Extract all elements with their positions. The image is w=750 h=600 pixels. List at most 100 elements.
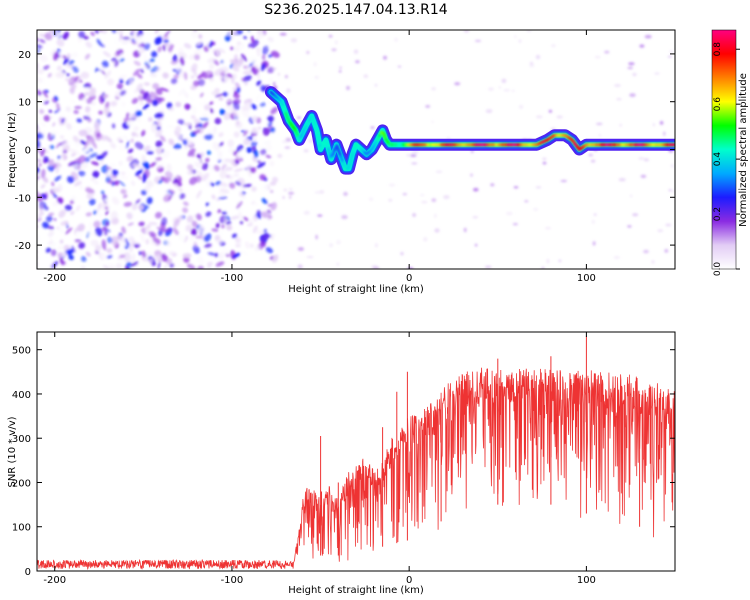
noise-speckle xyxy=(368,197,374,201)
noise-speckle xyxy=(114,59,120,67)
noise-speckle xyxy=(149,91,158,100)
noise-speckle xyxy=(256,51,261,57)
noise-speckle xyxy=(431,198,437,203)
noise-speckle xyxy=(98,70,102,75)
y-tick-label: 10 xyxy=(18,98,31,109)
noise-speckle xyxy=(127,222,134,226)
noise-speckle xyxy=(31,239,36,244)
noise-speckle xyxy=(283,188,288,192)
noise-speckle xyxy=(107,78,114,86)
figure-title: S236.2025.147.04.13.R14 xyxy=(264,2,447,18)
noise-speckle xyxy=(78,31,86,39)
noise-speckle xyxy=(252,137,257,141)
noise-speckle xyxy=(598,134,602,137)
noise-speckle xyxy=(119,89,127,96)
noise-speckle xyxy=(84,106,91,113)
noise-speckle xyxy=(54,30,60,39)
noise-speckle xyxy=(157,118,162,128)
noise-speckle xyxy=(103,107,109,116)
noise-speckle xyxy=(58,228,65,234)
noise-speckle xyxy=(43,238,52,244)
noise-speckle xyxy=(86,112,91,117)
noise-speckle xyxy=(463,227,467,233)
noise-speckle xyxy=(184,125,189,132)
noise-speckle xyxy=(126,212,133,220)
noise-speckle xyxy=(55,102,60,111)
noise-speckle xyxy=(61,118,65,124)
noise-speckle xyxy=(38,209,43,219)
noise-speckle xyxy=(100,203,106,209)
noise-speckle xyxy=(590,159,596,163)
noise-speckle xyxy=(111,236,119,246)
noise-speckle xyxy=(38,202,45,211)
noise-speckle xyxy=(118,74,128,80)
noise-speckle xyxy=(198,122,203,129)
x-tick-label: 100 xyxy=(577,273,596,284)
noise-speckle xyxy=(194,160,201,168)
noise-speckle xyxy=(77,163,81,171)
noise-speckle xyxy=(76,118,83,123)
noise-speckle xyxy=(271,237,274,240)
noise-speckle xyxy=(50,241,57,248)
noise-speckle xyxy=(434,228,440,233)
noise-speckle xyxy=(519,104,524,109)
noise-speckle xyxy=(194,159,201,163)
noise-speckle xyxy=(211,194,216,200)
noise-speckle xyxy=(129,119,136,129)
noise-speckle xyxy=(252,214,258,222)
noise-speckle xyxy=(235,244,241,248)
noise-speckle xyxy=(191,220,198,228)
noise-speckle xyxy=(231,64,241,69)
noise-speckle xyxy=(272,67,277,70)
noise-speckle xyxy=(488,87,494,91)
noise-speckle xyxy=(88,221,93,232)
noise-speckle xyxy=(139,88,146,96)
noise-speckle xyxy=(213,165,220,172)
noise-speckle xyxy=(111,123,116,129)
noise-speckle xyxy=(245,164,252,170)
noise-speckle xyxy=(58,209,66,218)
noise-speckle xyxy=(66,72,70,77)
noise-speckle xyxy=(183,71,188,81)
noise-speckle xyxy=(157,46,163,53)
noise-speckle xyxy=(336,240,341,245)
noise-speckle xyxy=(239,42,245,51)
noise-speckle xyxy=(215,261,225,267)
noise-speckle xyxy=(37,235,41,242)
noise-speckle xyxy=(111,162,116,167)
noise-speckle xyxy=(485,109,493,114)
noise-speckle xyxy=(203,45,209,52)
noise-speckle xyxy=(214,117,222,125)
snr-y-axis-label: SNR (10 * v/v) xyxy=(7,416,18,487)
noise-speckle xyxy=(315,234,318,240)
noise-speckle xyxy=(303,210,310,215)
noise-speckle xyxy=(290,38,298,43)
noise-speckle xyxy=(313,61,317,67)
noise-speckle xyxy=(85,188,95,194)
colorbar-tick-label: 0.8 xyxy=(713,42,723,57)
noise-speckle xyxy=(131,163,139,168)
noise-speckle xyxy=(56,226,60,230)
noise-speckle xyxy=(166,41,172,50)
noise-speckle xyxy=(548,109,553,113)
noise-speckle xyxy=(651,260,655,264)
noise-speckle xyxy=(242,70,253,75)
noise-speckle xyxy=(104,230,108,236)
noise-speckle xyxy=(80,140,87,146)
noise-speckle xyxy=(194,175,202,183)
noise-speckle xyxy=(232,111,240,121)
noise-speckle xyxy=(101,253,108,260)
noise-speckle xyxy=(133,60,141,66)
noise-speckle xyxy=(170,77,178,85)
noise-speckle xyxy=(40,122,47,127)
noise-speckle xyxy=(513,186,519,189)
noise-speckle xyxy=(172,149,182,157)
noise-speckle xyxy=(174,130,182,139)
noise-speckle xyxy=(163,39,170,44)
noise-speckle xyxy=(214,234,221,241)
noise-speckle xyxy=(267,121,273,128)
y-tick-label: 400 xyxy=(12,390,31,401)
y-tick-label: 300 xyxy=(12,434,31,445)
noise-speckle xyxy=(236,120,240,126)
noise-speckle xyxy=(501,78,507,83)
